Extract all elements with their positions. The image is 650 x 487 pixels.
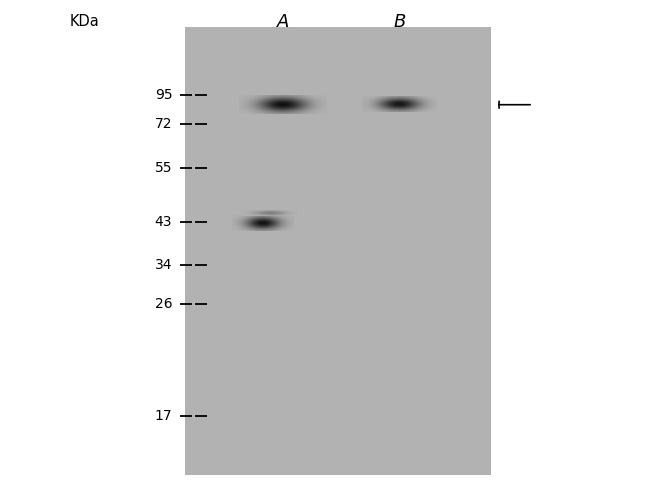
FancyBboxPatch shape xyxy=(185,27,491,475)
Text: 34: 34 xyxy=(155,259,172,272)
Text: 43: 43 xyxy=(155,215,172,228)
Text: KDa: KDa xyxy=(70,15,99,29)
Text: 55: 55 xyxy=(155,161,172,175)
Text: 72: 72 xyxy=(155,117,172,131)
Text: A: A xyxy=(276,13,289,31)
Text: 95: 95 xyxy=(155,88,172,102)
Text: 26: 26 xyxy=(155,298,172,311)
Text: 17: 17 xyxy=(155,410,172,423)
Text: B: B xyxy=(393,13,406,31)
